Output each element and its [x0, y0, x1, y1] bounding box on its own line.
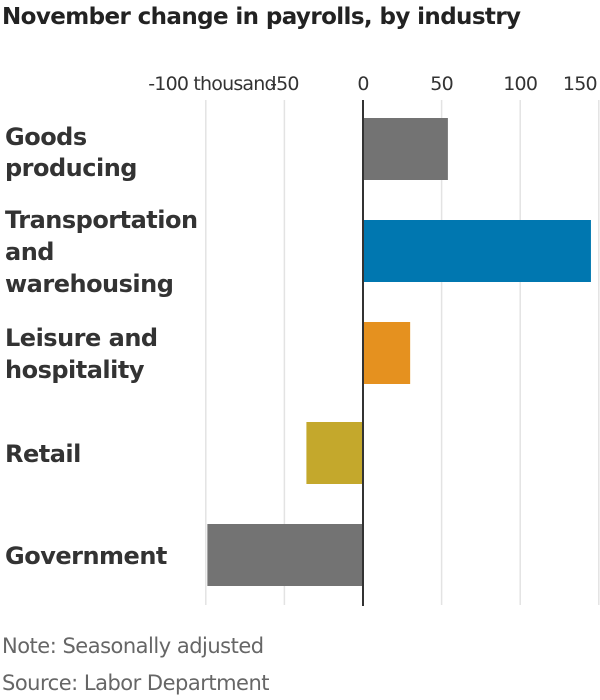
category-label: Transportation	[5, 206, 198, 234]
tick-label: 0	[357, 73, 368, 95]
bar	[363, 322, 411, 384]
category-label: Goods	[5, 123, 87, 151]
category-label: Retail	[5, 440, 81, 468]
bar	[363, 220, 591, 282]
bar	[207, 524, 363, 586]
tick-label: -50	[270, 73, 299, 95]
tick-label: 100	[503, 73, 537, 95]
tick-label: -100 thousand	[148, 73, 276, 95]
tick-label: 50	[430, 73, 453, 95]
source: Source: Labor Department	[2, 671, 270, 695]
note: Note: Seasonally adjusted	[2, 634, 264, 658]
chart-title: November change in payrolls, by industry	[2, 4, 521, 30]
tick-label: 150	[563, 73, 597, 95]
bar	[363, 118, 448, 180]
category-label: and	[5, 238, 54, 266]
category-label: Leisure and	[5, 324, 158, 352]
category-label: Government	[5, 542, 167, 570]
category-label: warehousing	[5, 270, 173, 298]
category-label: hospitality	[5, 356, 145, 384]
bar	[306, 422, 363, 484]
category-label: producing	[5, 154, 137, 182]
